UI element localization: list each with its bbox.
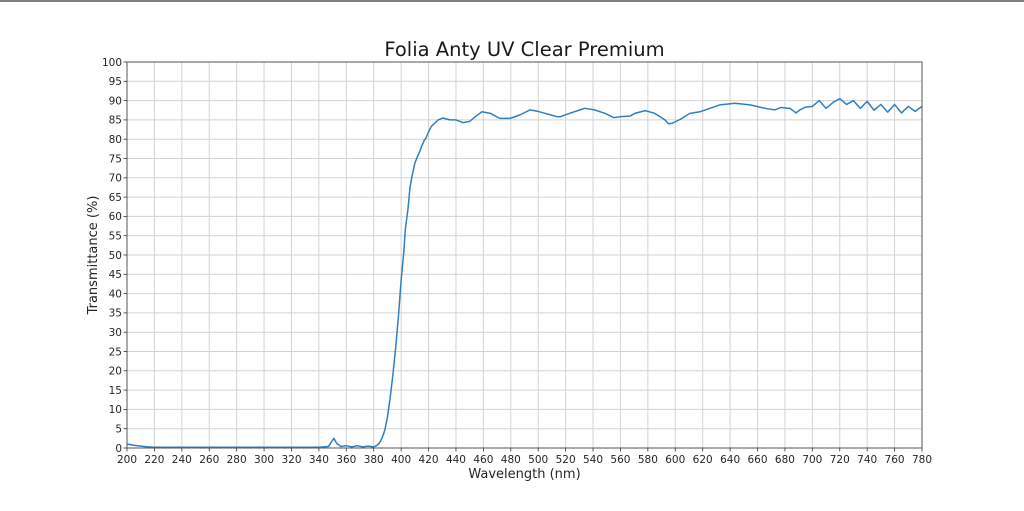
x-tick-label: 740	[857, 454, 877, 466]
x-axis-ticks: 200 220 240 260 280 300 320 340 360 380 400 420 440 4…	[117, 448, 932, 466]
x-tick-label: 300	[254, 454, 274, 466]
x-tick-label: 340	[309, 454, 329, 466]
x-tick-label: 640	[720, 454, 740, 466]
y-tick-label: 50	[109, 250, 122, 262]
y-tick-label: 75	[109, 153, 122, 165]
x-tick-label: 220	[144, 454, 164, 466]
x-tick-label: 500	[528, 454, 548, 466]
x-tick-label: 320	[281, 454, 301, 466]
x-tick-label: 280	[227, 454, 247, 466]
y-tick-label: 35	[109, 308, 122, 320]
y-tick-label: 0	[115, 443, 122, 455]
y-tick-label: 10	[109, 404, 122, 416]
y-tick-label: 15	[109, 385, 122, 397]
top-border	[0, 0, 1024, 2]
x-tick-label: 440	[446, 454, 466, 466]
y-tick-label: 40	[109, 288, 122, 300]
x-tick-label: 700	[802, 454, 822, 466]
transmittance-line	[126, 97, 923, 448]
x-tick-label: 400	[391, 454, 411, 466]
y-tick-label: 95	[109, 76, 122, 88]
x-tick-label: 540	[583, 454, 603, 466]
y-tick-label: 85	[109, 115, 122, 127]
x-tick-label: 460	[473, 454, 493, 466]
x-tick-label: 580	[638, 454, 658, 466]
y-tick-label: 45	[109, 269, 122, 281]
x-tick-label: 380	[364, 454, 384, 466]
chart-title: Folia Anty UV Clear Premium	[384, 38, 664, 61]
y-tick-label: 65	[109, 192, 122, 204]
y-tick-label: 70	[109, 173, 122, 185]
y-axis-label: Transmittance (%)	[86, 196, 101, 316]
x-tick-label: 360	[336, 454, 356, 466]
x-tick-label: 240	[172, 454, 192, 466]
y-tick-label: 30	[109, 327, 122, 339]
x-tick-label: 520	[556, 454, 576, 466]
y-tick-label: 5	[115, 424, 122, 436]
data-series	[126, 97, 923, 448]
y-tick-label: 80	[109, 134, 122, 146]
x-tick-label: 780	[912, 454, 932, 466]
y-tick-label: 20	[109, 366, 122, 378]
x-tick-label: 600	[665, 454, 685, 466]
x-tick-label: 680	[775, 454, 795, 466]
x-tick-label: 620	[693, 454, 713, 466]
y-tick-label: 90	[109, 95, 122, 107]
x-tick-label: 480	[501, 454, 521, 466]
x-tick-label: 760	[885, 454, 905, 466]
x-tick-label: 560	[610, 454, 630, 466]
x-tick-label: 720	[830, 454, 850, 466]
x-axis-label: Wavelength (nm)	[468, 467, 580, 482]
grid-lines	[126, 61, 923, 449]
y-tick-label: 60	[109, 211, 122, 223]
y-tick-label: 25	[109, 346, 122, 358]
y-axis-ticks: 0 5 10 15 20 25 30 35 40 45 50 55 60 65 70 75 80 85 90 95 10…	[102, 57, 127, 455]
x-tick-label: 260	[199, 454, 219, 466]
y-tick-label: 55	[109, 231, 122, 243]
x-tick-label: 200	[117, 454, 137, 466]
x-tick-label: 420	[419, 454, 439, 466]
x-tick-label: 660	[747, 454, 767, 466]
y-tick-label: 100	[102, 57, 122, 69]
